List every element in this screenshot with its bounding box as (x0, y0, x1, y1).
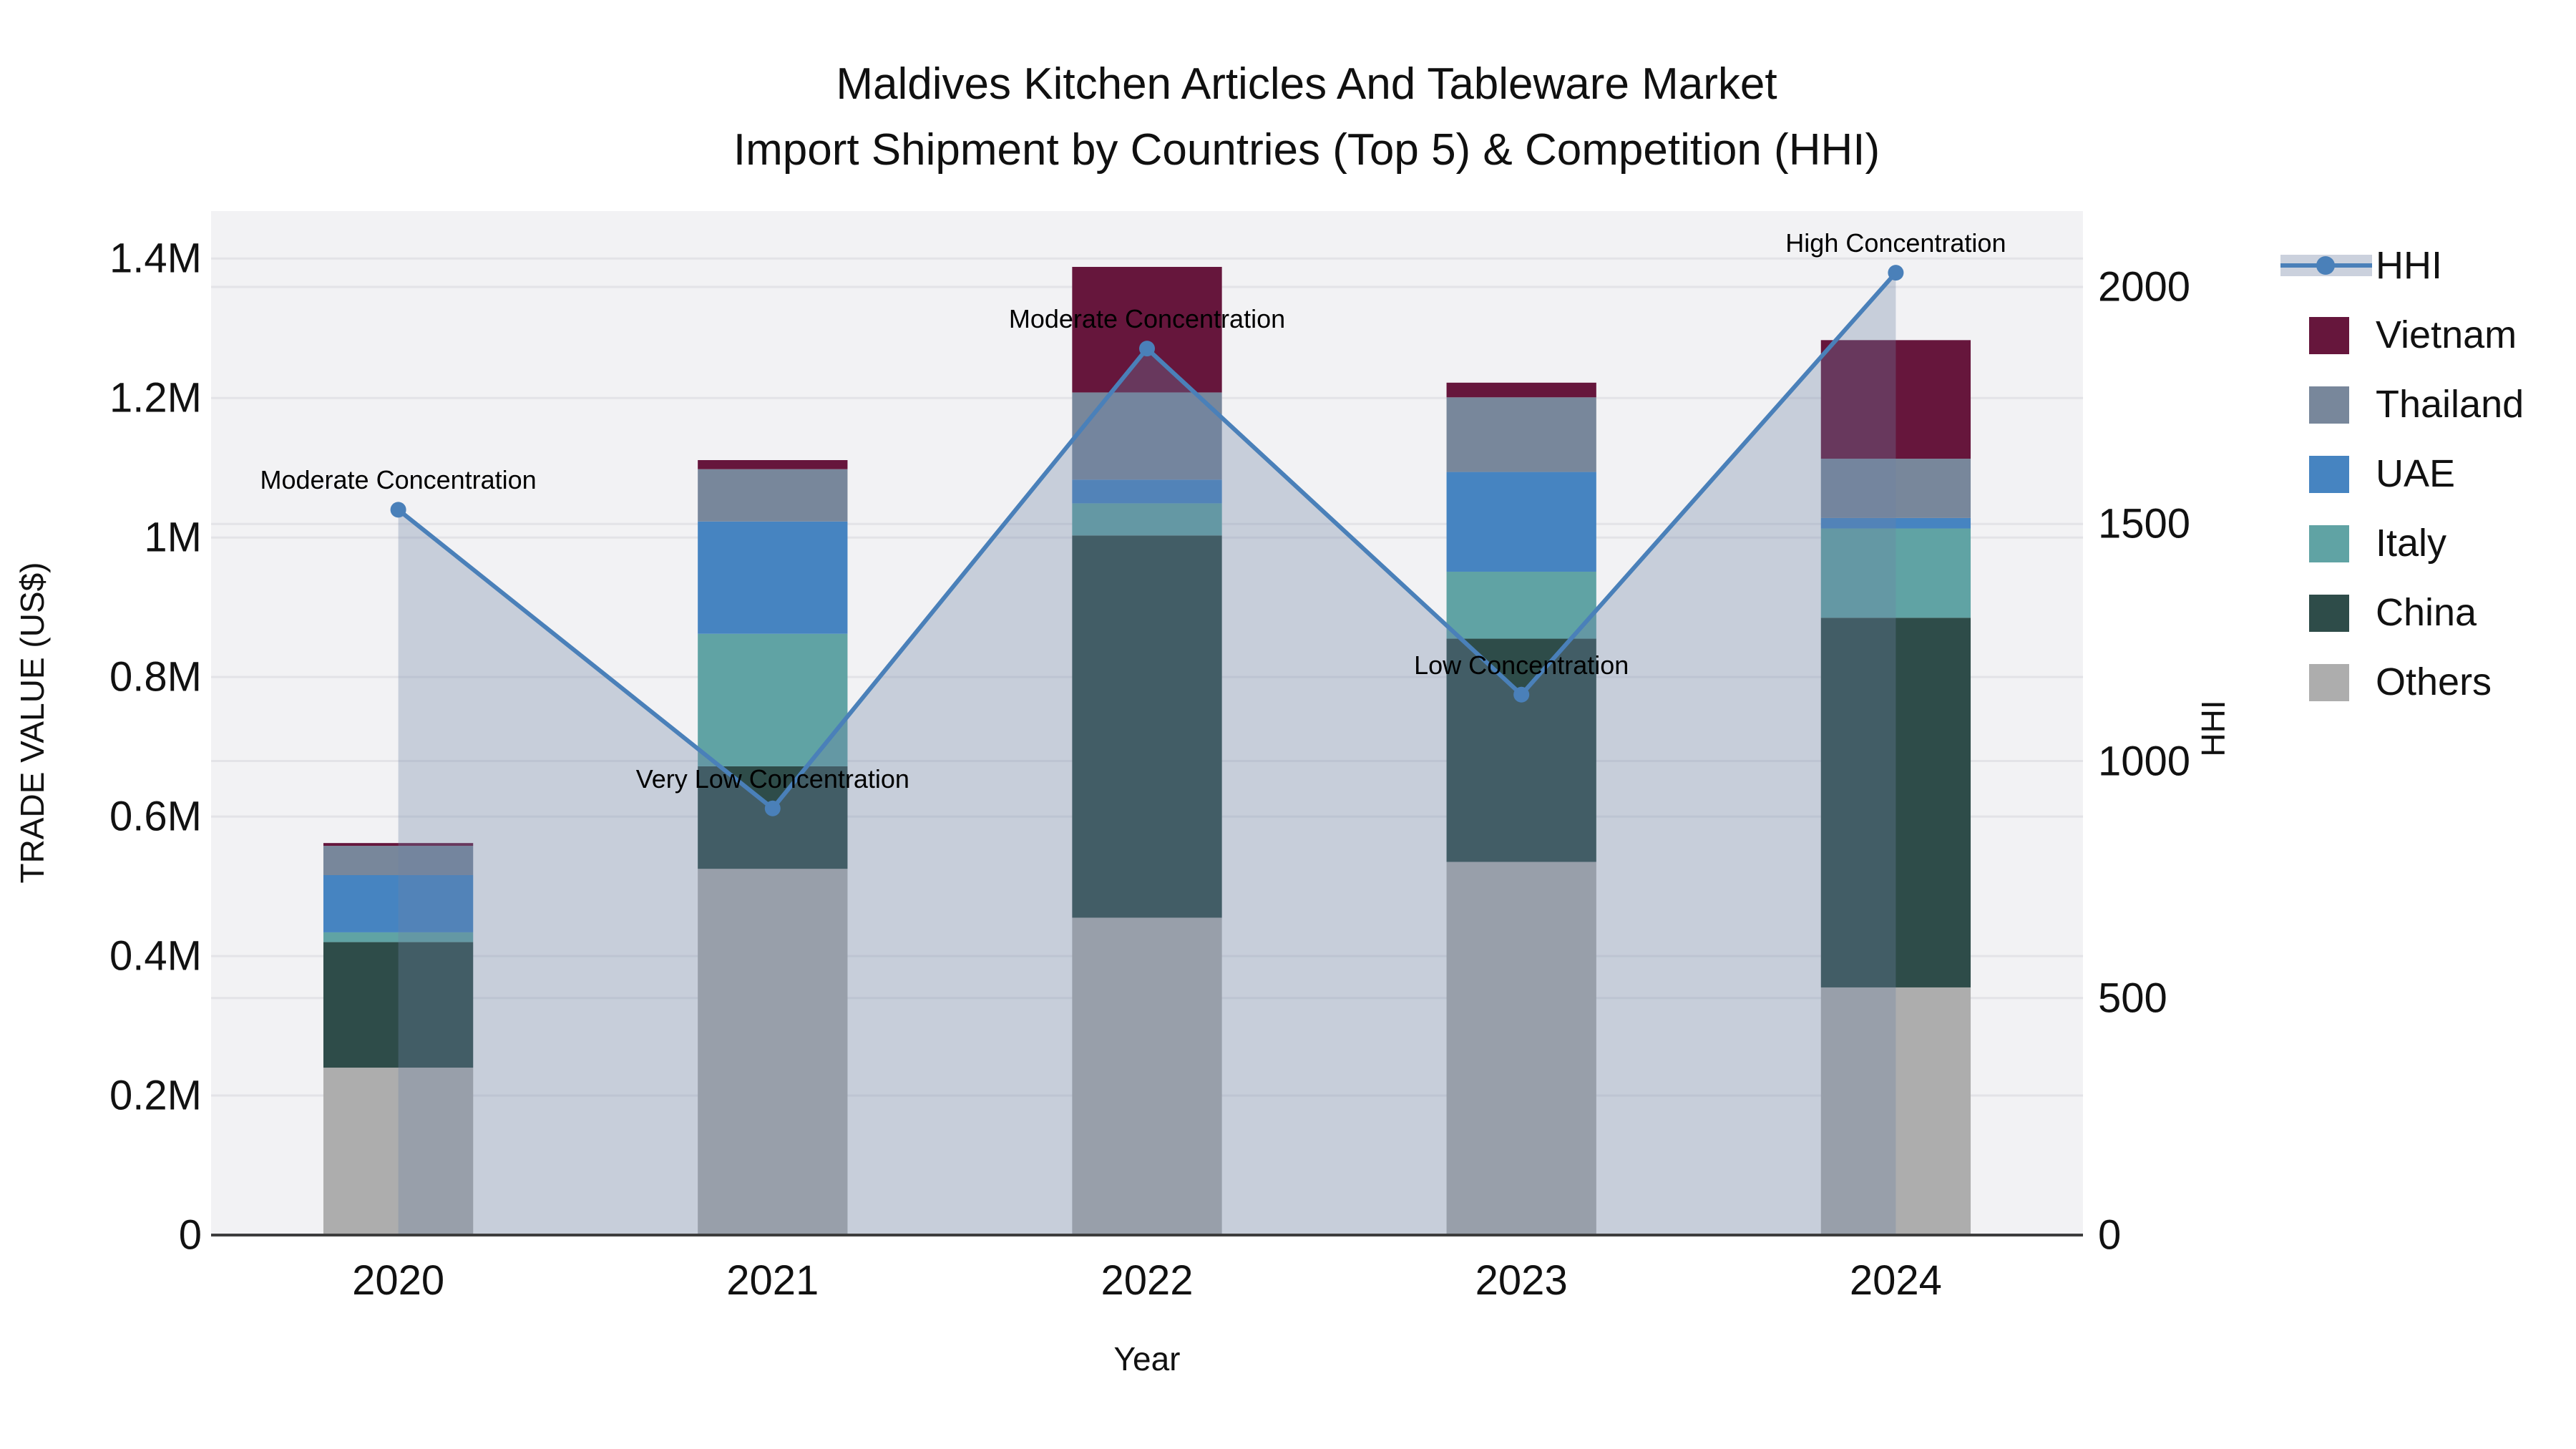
color-swatch (2309, 663, 2349, 701)
bar-segment-vietnam-2021[interactable] (698, 460, 848, 469)
bar-segment-vietnam-2020[interactable] (323, 843, 474, 847)
bar-segment-uae-2020[interactable] (323, 875, 474, 932)
hhi-annotation: Moderate Concentration (1008, 304, 1286, 334)
bar-segment-italy-2022[interactable] (1072, 503, 1222, 536)
legend-label: Italy (2376, 521, 2447, 565)
legend-swatch-icon (2280, 523, 2376, 563)
y-left-tick-label: 0 (178, 1211, 202, 1259)
y-right-tick-label: 500 (2098, 975, 2167, 1022)
bar-segment-italy-2024[interactable] (1820, 528, 1971, 618)
hhi-annotation: High Concentration (1785, 228, 2006, 258)
color-swatch (2309, 594, 2349, 632)
legend-label: UAE (2376, 452, 2456, 495)
legend-item-others[interactable]: Others (2280, 647, 2524, 716)
chart-title-line1: Maldives Kitchen Articles And Tableware … (836, 59, 1777, 109)
legend-item-hhi[interactable]: HHI (2280, 230, 2524, 300)
y-left-tick-label: 0.4M (109, 932, 202, 980)
x-tick-label: 2022 (1101, 1257, 1194, 1304)
legend-swatch-icon (2280, 662, 2376, 702)
y-right-axis-title: HHI (2195, 700, 2232, 757)
bar-segment-china-2022[interactable] (1072, 535, 1222, 918)
y-left-tick-label: 1.4M (109, 235, 202, 282)
chart-title-line2: Import Shipment by Countries (Top 5) & C… (733, 125, 1880, 175)
y-right-tick-label: 1000 (2098, 738, 2191, 784)
bar-segment-thailand-2024[interactable] (1820, 459, 1971, 518)
bar-segment-italy-2023[interactable] (1446, 571, 1596, 639)
bar-segment-thailand-2021[interactable] (698, 469, 848, 522)
bar-segment-china-2021[interactable] (698, 766, 848, 869)
legend-swatch-icon (2280, 592, 2376, 633)
bar-segment-italy-2020[interactable] (323, 932, 474, 942)
legend-swatch-icon (2280, 315, 2376, 355)
y-left-tick-label: 0.6M (109, 793, 202, 840)
bar-segment-vietnam-2023[interactable] (1446, 382, 1596, 398)
legend-item-thailand[interactable]: Thailand (2280, 369, 2524, 439)
x-axis-title: Year (1113, 1340, 1181, 1377)
bar-segment-others-2023[interactable] (1446, 862, 1596, 1235)
x-tick-label: 2024 (1849, 1257, 1942, 1304)
y-left-tick-label: 1M (144, 514, 202, 561)
bar-segment-uae-2021[interactable] (698, 521, 848, 634)
legend-swatch-icon (2280, 454, 2376, 494)
hhi-point-2024[interactable] (1888, 265, 1904, 281)
hhi-point-2021[interactable] (764, 800, 781, 816)
bar-segment-uae-2024[interactable] (1820, 517, 1971, 529)
bar-segment-others-2021[interactable] (698, 869, 848, 1235)
hhi-point-2023[interactable] (1513, 686, 1530, 703)
y-right-tick-label: 1500 (2098, 500, 2191, 547)
bar-segment-others-2022[interactable] (1072, 917, 1222, 1235)
x-tick-label: 2021 (726, 1257, 819, 1304)
color-swatch (2309, 455, 2349, 493)
bar-segment-uae-2022[interactable] (1072, 479, 1222, 504)
legend-label: Others (2376, 660, 2492, 703)
legend-label: Vietnam (2376, 313, 2517, 356)
x-tick-label: 2023 (1475, 1257, 1568, 1304)
legend-item-china[interactable]: China (2280, 577, 2524, 647)
bar-segment-thailand-2023[interactable] (1446, 397, 1596, 472)
bar-segment-china-2024[interactable] (1820, 618, 1971, 987)
bar-segment-others-2024[interactable] (1820, 987, 1971, 1235)
hhi-point-2020[interactable] (390, 502, 406, 518)
bar-segment-uae-2023[interactable] (1446, 472, 1596, 572)
x-tick-label: 2020 (352, 1257, 445, 1304)
y-left-tick-label: 1.2M (109, 374, 202, 421)
hhi-area-fill (398, 273, 1896, 1235)
color-swatch (2309, 316, 2349, 354)
color-swatch (2309, 386, 2349, 424)
y-right-tick-label: 2000 (2098, 263, 2191, 311)
legend-item-italy[interactable]: Italy (2280, 508, 2524, 577)
y-left-axis-title: TRADE VALUE (US$) (14, 562, 51, 884)
legend: HHI Vietnam Thailand UAE Italy China Others (2280, 230, 2524, 716)
legend-item-vietnam[interactable]: Vietnam (2280, 300, 2524, 369)
bar-segment-thailand-2020[interactable] (323, 846, 474, 876)
bar-segment-china-2020[interactable] (323, 942, 474, 1068)
hhi-annotation: Very Low Concentration (635, 763, 909, 794)
hhi-annotation: Low Concentration (1414, 650, 1629, 680)
legend-item-uae[interactable]: UAE (2280, 439, 2524, 508)
legend-label: China (2376, 590, 2477, 634)
hhi-annotation: Moderate Concentration (260, 465, 537, 495)
y-left-tick-label: 0.8M (109, 653, 202, 701)
y-right-tick-label: 0 (2098, 1211, 2122, 1259)
bar-segment-vietnam-2022[interactable] (1072, 266, 1222, 393)
hhi-marker-swatch (2316, 255, 2335, 275)
color-swatch (2309, 525, 2349, 562)
bar-segment-others-2020[interactable] (323, 1068, 474, 1235)
y-left-tick-label: 0.2M (109, 1072, 202, 1119)
legend-label: HHI (2376, 243, 2442, 287)
hhi-point-2022[interactable] (1139, 341, 1155, 357)
legend-swatch-icon (2280, 384, 2376, 424)
hhi-line-legend-icon (2280, 245, 2376, 286)
bar-segment-china-2023[interactable] (1446, 638, 1596, 862)
chart-title: Maldives Kitchen Articles And Tableware … (733, 52, 1880, 183)
bar-segment-vietnam-2024[interactable] (1820, 340, 1971, 459)
legend-label: Thailand (2376, 382, 2524, 426)
